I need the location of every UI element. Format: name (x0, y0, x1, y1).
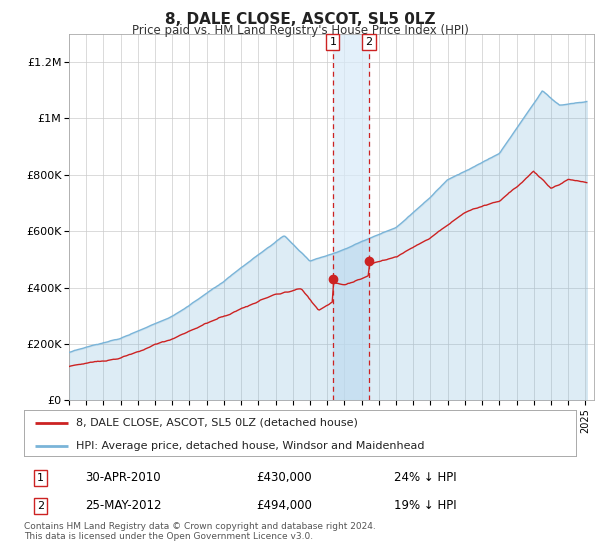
Text: 8, DALE CLOSE, ASCOT, SL5 0LZ (detached house): 8, DALE CLOSE, ASCOT, SL5 0LZ (detached … (76, 418, 358, 428)
Text: 19% ↓ HPI: 19% ↓ HPI (394, 499, 457, 512)
Text: 24% ↓ HPI: 24% ↓ HPI (394, 471, 457, 484)
Bar (333, 34, 369, 400)
Text: £430,000: £430,000 (256, 471, 311, 484)
Text: 2: 2 (365, 37, 373, 47)
Text: HPI: Average price, detached house, Windsor and Maidenhead: HPI: Average price, detached house, Wind… (76, 441, 425, 451)
Text: 8, DALE CLOSE, ASCOT, SL5 0LZ: 8, DALE CLOSE, ASCOT, SL5 0LZ (165, 12, 435, 27)
Text: 1: 1 (329, 37, 337, 47)
Text: £494,000: £494,000 (256, 499, 312, 512)
Text: 30-APR-2010: 30-APR-2010 (85, 471, 160, 484)
Text: Contains HM Land Registry data © Crown copyright and database right 2024.
This d: Contains HM Land Registry data © Crown c… (24, 522, 376, 542)
Text: 2: 2 (37, 501, 44, 511)
Text: 25-MAY-2012: 25-MAY-2012 (85, 499, 161, 512)
Text: Price paid vs. HM Land Registry's House Price Index (HPI): Price paid vs. HM Land Registry's House … (131, 24, 469, 36)
Text: 1: 1 (37, 473, 44, 483)
